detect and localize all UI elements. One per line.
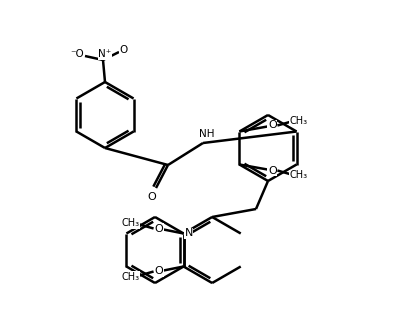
Text: O: O xyxy=(268,165,277,176)
Text: CH₃: CH₃ xyxy=(122,218,140,229)
Text: O: O xyxy=(154,266,163,276)
Text: O: O xyxy=(268,121,277,130)
Text: CH₃: CH₃ xyxy=(289,115,307,126)
Text: O: O xyxy=(120,45,128,55)
Text: ⁻O: ⁻O xyxy=(70,49,84,59)
Text: CH₃: CH₃ xyxy=(289,170,307,181)
Text: N⁺: N⁺ xyxy=(98,49,112,59)
Text: O: O xyxy=(154,224,163,233)
Text: CH₃: CH₃ xyxy=(122,272,140,281)
Text: O: O xyxy=(148,192,156,202)
Text: N: N xyxy=(185,229,193,238)
Text: NH: NH xyxy=(199,129,215,139)
